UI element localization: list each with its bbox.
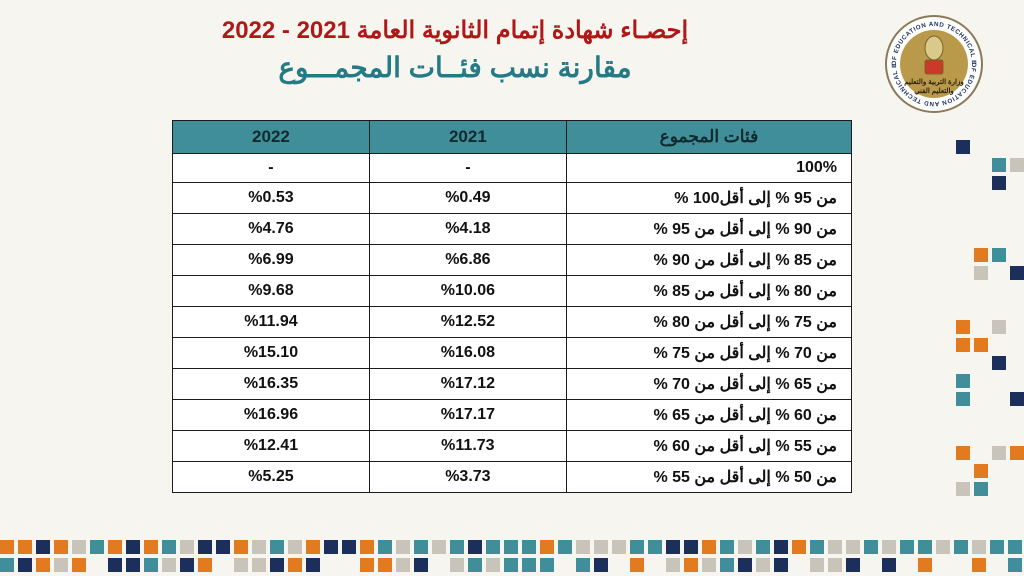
category-cell: من 75 % إلى أقل من 80 % (566, 307, 851, 338)
category-cell: من 50 % إلى أقل من 55 % (566, 462, 851, 493)
value-cell: %16.08 (369, 338, 566, 369)
ministry-logo: MINISTRY OF EDUCATION AND TECHNICAL EDUC… (884, 14, 984, 114)
category-cell: من 65 % إلى أقل من 70 % (566, 369, 851, 400)
value-cell: %6.86 (369, 245, 566, 276)
value-cell: %16.35 (173, 369, 370, 400)
header: MINISTRY OF EDUCATION AND TECHNICAL EDUC… (0, 0, 1024, 114)
value-cell: %11.73 (369, 431, 566, 462)
value-cell: %4.18 (369, 214, 566, 245)
table-row: من 90 % إلى أقل من 95 %%4.18%4.76 (173, 214, 852, 245)
page-title-line1: إحصـاء شهادة إتمام الثانوية العامة 2021 … (40, 16, 870, 45)
table-row: من 60 % إلى أقل من 65 %%17.17%16.96 (173, 400, 852, 431)
page-title-line2: مقارنة نسب فئــات المجمـــوع (40, 51, 870, 84)
table-row: من 80 % إلى أقل من 85 %%10.06%9.68 (173, 276, 852, 307)
value-cell: %5.25 (173, 462, 370, 493)
value-cell: %17.17 (369, 400, 566, 431)
category-cell: من 60 % إلى أقل من 65 % (566, 400, 851, 431)
table-row: من 85 % إلى أقل من 90 %%6.86%6.99 (173, 245, 852, 276)
decorative-squares-bottom (0, 532, 1024, 576)
value-cell: %17.12 (369, 369, 566, 400)
value-cell: %3.73 (369, 462, 566, 493)
value-cell: - (173, 154, 370, 183)
value-cell: %12.52 (369, 307, 566, 338)
category-cell: من 55 % إلى أقل من 60 % (566, 431, 851, 462)
value-cell: %0.49 (369, 183, 566, 214)
category-cell: من 70 % إلى أقل من 75 % (566, 338, 851, 369)
category-cell: من 80 % إلى أقل من 85 % (566, 276, 851, 307)
table-row: من 55 % إلى أقل من 60 %%11.73%12.41 (173, 431, 852, 462)
value-cell: - (369, 154, 566, 183)
category-cell: من 85 % إلى أقل من 90 % (566, 245, 851, 276)
value-cell: %11.94 (173, 307, 370, 338)
category-cell: 100% (566, 154, 851, 183)
col-header: 2021 (369, 121, 566, 154)
value-cell: %4.76 (173, 214, 370, 245)
table-row: من 70 % إلى أقل من 75 %%16.08%15.10 (173, 338, 852, 369)
col-header: فئات المجموع (566, 121, 851, 154)
titles: إحصـاء شهادة إتمام الثانوية العامة 2021 … (40, 14, 870, 84)
table-row: من 75 % إلى أقل من 80 %%12.52%11.94 (173, 307, 852, 338)
value-cell: %9.68 (173, 276, 370, 307)
score-brackets-table: فئات المجموع20212022100%--من 95 % إلى أق… (172, 120, 852, 493)
value-cell: %16.96 (173, 400, 370, 431)
table-row: من 65 % إلى أقل من 70 %%17.12%16.35 (173, 369, 852, 400)
category-cell: من 95 % إلى أقل100 % (566, 183, 851, 214)
table-row: من 95 % إلى أقل100 %%0.49%0.53 (173, 183, 852, 214)
value-cell: %12.41 (173, 431, 370, 462)
decorative-squares-right (944, 140, 1024, 500)
col-header: 2022 (173, 121, 370, 154)
svg-text:وزارة التربية والتعليم: وزارة التربية والتعليم (904, 78, 964, 86)
value-cell: %15.10 (173, 338, 370, 369)
table-row: 100%-- (173, 154, 852, 183)
value-cell: %6.99 (173, 245, 370, 276)
value-cell: %10.06 (369, 276, 566, 307)
svg-text:والتعليم الفني: والتعليم الفني (914, 87, 954, 96)
value-cell: %0.53 (173, 183, 370, 214)
table-row: من 50 % إلى أقل من 55 %%3.73%5.25 (173, 462, 852, 493)
category-cell: من 90 % إلى أقل من 95 % (566, 214, 851, 245)
